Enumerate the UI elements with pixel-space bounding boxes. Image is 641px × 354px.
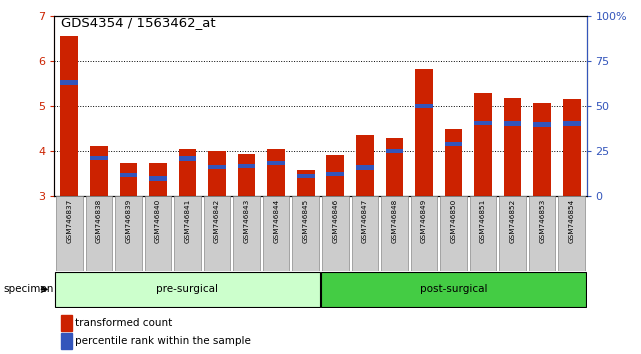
Text: specimen: specimen — [3, 284, 54, 295]
Bar — [474, 121, 492, 125]
Text: GSM746841: GSM746841 — [185, 199, 190, 243]
Bar — [326, 172, 344, 176]
Bar — [149, 163, 167, 196]
Bar — [90, 156, 108, 160]
Text: GSM746843: GSM746843 — [244, 199, 249, 243]
FancyBboxPatch shape — [56, 196, 83, 271]
FancyBboxPatch shape — [115, 196, 142, 271]
FancyBboxPatch shape — [55, 272, 320, 307]
Text: GSM746844: GSM746844 — [273, 199, 279, 243]
Bar — [385, 138, 403, 196]
Bar — [238, 164, 256, 168]
Text: transformed count: transformed count — [75, 318, 172, 328]
FancyBboxPatch shape — [381, 196, 408, 271]
Bar — [238, 154, 256, 196]
FancyBboxPatch shape — [174, 196, 201, 271]
Bar — [297, 174, 315, 178]
FancyBboxPatch shape — [322, 196, 349, 271]
Bar — [119, 172, 137, 177]
Bar — [208, 151, 226, 196]
Bar — [60, 36, 78, 196]
Bar — [415, 69, 433, 196]
Text: pre-surgical: pre-surgical — [156, 284, 219, 295]
Bar — [445, 129, 462, 196]
Text: post-surgical: post-surgical — [420, 284, 487, 295]
Bar — [267, 161, 285, 165]
Bar — [385, 149, 403, 153]
FancyBboxPatch shape — [263, 196, 290, 271]
Bar — [267, 149, 285, 196]
FancyBboxPatch shape — [145, 196, 171, 271]
FancyBboxPatch shape — [440, 196, 467, 271]
FancyBboxPatch shape — [292, 196, 319, 271]
Text: GSM746852: GSM746852 — [510, 199, 515, 243]
Bar — [504, 98, 522, 196]
FancyBboxPatch shape — [233, 196, 260, 271]
Bar — [208, 165, 226, 169]
FancyBboxPatch shape — [321, 272, 586, 307]
Text: GSM746839: GSM746839 — [126, 199, 131, 243]
Bar — [90, 146, 108, 196]
Bar — [297, 170, 315, 196]
FancyBboxPatch shape — [529, 196, 556, 271]
Text: GDS4354 / 1563462_at: GDS4354 / 1563462_at — [61, 16, 215, 29]
Text: GSM746848: GSM746848 — [392, 199, 397, 243]
Text: GSM746842: GSM746842 — [214, 199, 220, 243]
Bar — [533, 103, 551, 196]
Bar — [533, 122, 551, 126]
Bar — [60, 80, 78, 85]
Bar — [445, 142, 462, 146]
FancyBboxPatch shape — [470, 196, 496, 271]
Text: GSM746850: GSM746850 — [451, 199, 456, 243]
Bar — [356, 165, 374, 170]
Text: GSM746837: GSM746837 — [66, 199, 72, 243]
Text: GSM746845: GSM746845 — [303, 199, 309, 243]
FancyBboxPatch shape — [411, 196, 437, 271]
Bar — [563, 121, 581, 126]
FancyBboxPatch shape — [499, 196, 526, 271]
FancyBboxPatch shape — [351, 196, 378, 271]
FancyBboxPatch shape — [85, 196, 112, 271]
Text: percentile rank within the sample: percentile rank within the sample — [75, 336, 251, 346]
Bar — [179, 149, 196, 196]
Text: GSM746838: GSM746838 — [96, 199, 102, 243]
Text: GSM746847: GSM746847 — [362, 199, 368, 243]
Bar — [119, 163, 137, 196]
Bar — [415, 104, 433, 108]
Bar — [179, 156, 196, 161]
Bar — [326, 155, 344, 196]
Text: GSM746849: GSM746849 — [421, 199, 427, 243]
Bar — [149, 176, 167, 181]
Bar — [504, 121, 522, 126]
FancyBboxPatch shape — [558, 196, 585, 271]
Text: GSM746853: GSM746853 — [539, 199, 545, 243]
Text: GSM746851: GSM746851 — [480, 199, 486, 243]
Bar — [356, 135, 374, 196]
Bar — [563, 99, 581, 196]
FancyBboxPatch shape — [204, 196, 230, 271]
Bar — [474, 93, 492, 196]
Text: GSM746846: GSM746846 — [332, 199, 338, 243]
Text: GSM746840: GSM746840 — [155, 199, 161, 243]
Text: GSM746854: GSM746854 — [569, 199, 575, 243]
